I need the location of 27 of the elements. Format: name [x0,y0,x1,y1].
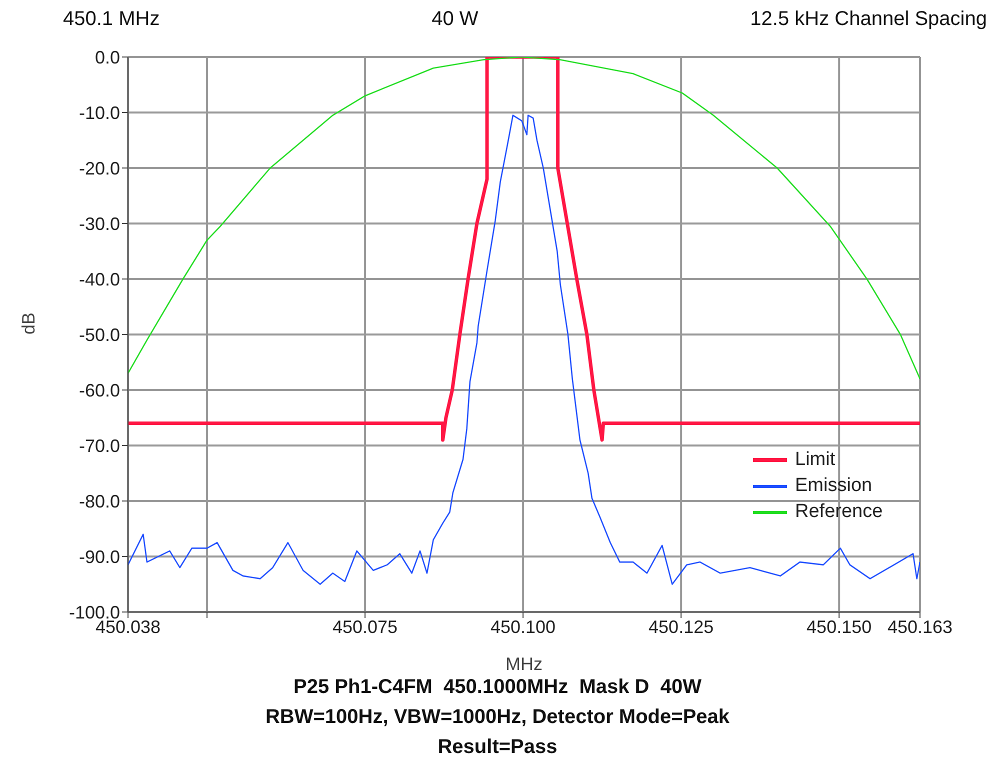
text: P25 Ph1-C4FM 450.1000MHz Mask D 40W [294,676,702,698]
y-tick-label: -80.0 [78,491,120,512]
y-tick-label: 0.0 [94,47,120,68]
line-series [128,114,920,585]
y-tick-label: -30.0 [78,214,120,234]
text: 450.1 MHz [63,8,160,32]
x-tick-label: 450.163 [887,616,953,637]
text: Result=Pass [436,735,558,760]
y-tick-label: -90.0 [78,546,120,567]
y-tick-label: -60.0 [78,380,120,400]
legend-label: Limit [795,449,836,471]
y-tick-label: -70.0 [78,436,120,456]
legend-label: Reference [795,501,883,523]
text: RBW=100Hz, VBW=1000Hz, Detector Mode=Peak [264,705,731,730]
y-tick-label: -40.0 [78,269,120,290]
y-tick-label: -50.0 [78,324,120,345]
x-tick-label: 450.150 [806,616,872,637]
y-axis-title: dB [18,312,38,334]
x-tick-label: 450.100 [490,616,556,637]
text: 40 W [432,8,478,32]
x-tick-label: 450.075 [332,616,398,637]
y-tick-label: -20.0 [78,158,120,178]
text: 12.5 kHz Channel Spacing [750,8,987,32]
y-tick-label: -10.0 [78,102,120,123]
x-tick-label: 450.125 [648,616,714,637]
legend-label: Emission [795,475,872,497]
x-axis-title: MHz [506,654,542,674]
